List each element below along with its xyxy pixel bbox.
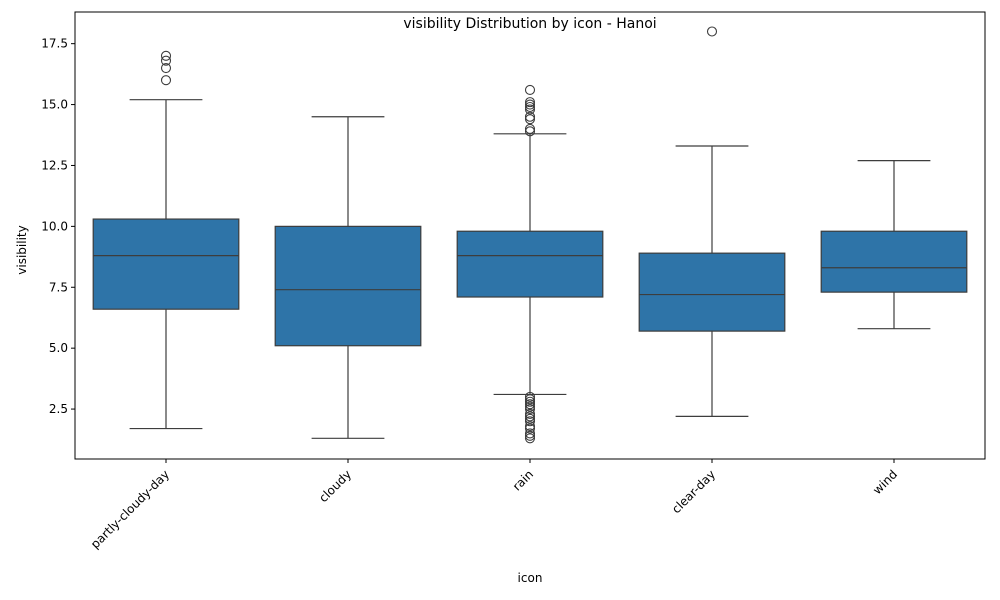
y-tick-label: 5.0 [49,341,68,355]
outlier-point [524,84,536,96]
x-tick-label: rain [510,467,536,493]
outlier-point [524,101,536,113]
y-tick-label: 12.5 [41,158,68,172]
iqr-box [92,218,240,310]
outlier-point [524,413,536,424]
outlier-point [524,396,536,407]
x-tick-label: clear-day [669,467,718,516]
outlier-point [524,428,536,439]
iqr-box [820,230,968,293]
outlier-point [706,26,718,37]
outlier-point [524,97,536,108]
outlier-point [524,401,536,412]
outlier-point [160,62,172,74]
iqr-box [638,252,786,332]
outlier-point [524,111,536,122]
outlier-point [524,391,536,402]
outlier-point [524,430,536,441]
plot-area: 2.5 5.0 7.5 10.0 12.5 15.0 17.5 partly-cloudy-d… [41,26,968,551]
outlier-point [160,50,172,61]
outlier-point [524,433,536,444]
outlier-point [524,99,536,110]
outlier-point [524,416,536,427]
y-axis-label: visibility [15,225,29,274]
x-axis-label: icon [518,571,543,585]
outlier-point [524,404,536,415]
y-tick-label: 2.5 [49,402,68,416]
outlier-point [160,75,172,86]
outlier-point [160,55,172,66]
x-tick-label: partly-cloudy-day [88,467,172,551]
plot-frame [74,11,986,460]
iqr-box [274,225,422,347]
x-tick-label: wind [870,467,900,497]
x-tick-label: cloudy [316,467,354,505]
outlier-point [524,104,536,115]
y-tick-label: 17.5 [41,37,68,51]
y-tick-label: 7.5 [49,280,68,294]
outlier-point [524,421,536,432]
outlier-point [524,126,536,137]
outlier-point [524,423,536,434]
y-tick-label: 15.0 [41,98,68,112]
outlier-point [524,123,536,134]
outlier-point [524,114,536,125]
outlier-point [524,399,536,410]
outlier-point [524,411,536,422]
iqr-box [456,230,604,298]
y-tick-label: 10.0 [41,219,68,233]
chart-title: visibility Distribution by icon - Hanoi [403,16,656,32]
outlier-point [524,408,536,419]
outlier-point [524,394,536,405]
